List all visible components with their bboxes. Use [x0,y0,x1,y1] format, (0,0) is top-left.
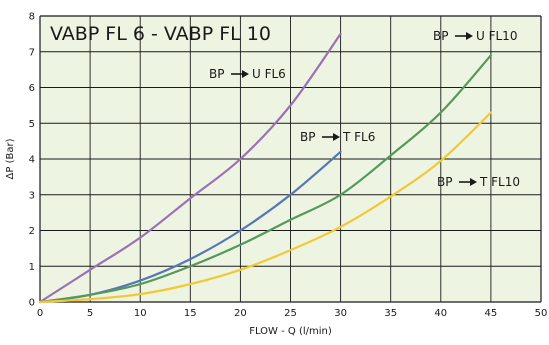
chart-title: VABP FL 6 - VABP FL 10 [50,23,271,45]
y-tick-label: 7 [29,47,35,58]
y-tick-label: 8 [29,12,35,23]
x-tick-label: 15 [184,308,197,319]
series-label-part-b: T FL10 [479,175,520,189]
x-tick-label: 40 [434,308,447,319]
y-tick-label: 1 [29,262,35,273]
series-label-part-b: U FL10 [476,29,517,43]
x-tick-label: 45 [485,308,498,319]
arrow-right-icon [470,178,477,186]
y-tick-label: 2 [29,226,35,237]
series-label-part-b: U FL6 [252,67,286,81]
x-tick-label: 35 [384,308,397,319]
series-label-part-a: BP [433,29,448,43]
series-labels: BP U FL6 BP T FL6 BP U FL10 BP T FL10 [209,29,520,189]
series-lines [38,32,492,304]
series-label-3: BP T FL10 [437,175,520,189]
series-line-0 [38,32,342,304]
series-line-2 [38,54,492,304]
x-axis-title: FLOW - Q (l/min) [249,326,332,337]
arrow-right-icon [333,133,340,141]
x-tick-label: 25 [284,308,297,319]
x-tick-label: 20 [234,308,247,319]
x-tick-label: 50 [535,308,548,319]
y-tick-label: 4 [29,155,35,166]
x-tick-label: 0 [37,308,43,319]
y-axis-title: ΔP (Bar) [5,138,16,179]
y-tick-label: 0 [29,298,35,309]
series-label-part-b: T FL6 [342,130,375,144]
series-label-1: BP T FL6 [300,130,375,144]
arrow-right-icon [466,32,473,40]
series-label-2: BP U FL10 [433,29,517,43]
y-tick-label: 5 [29,119,35,130]
x-tick-label: 5 [87,308,93,319]
series-label-0: BP U FL6 [209,67,286,81]
x-tick-label: 10 [134,308,147,319]
series-label-part-a: BP [209,67,224,81]
series-line-3 [38,111,492,304]
y-tick-label: 3 [29,190,35,201]
y-tick-label: 6 [29,83,35,94]
x-tick-label: 30 [334,308,347,319]
series-label-part-a: BP [300,130,315,144]
arrow-right-icon [242,70,249,78]
series-label-part-a: BP [437,175,452,189]
